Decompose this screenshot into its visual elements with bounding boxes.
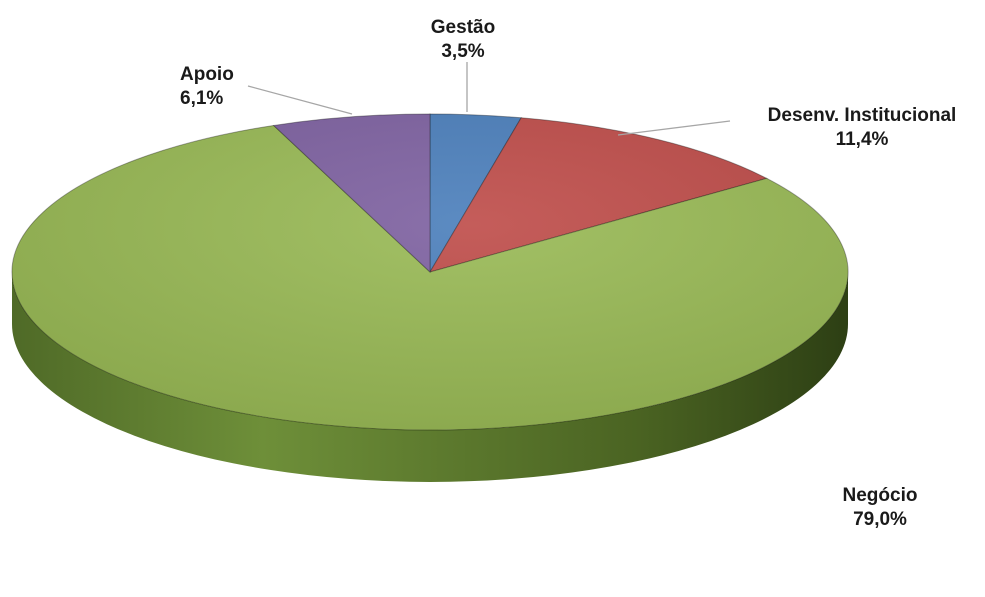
- leader-line-apoio: [247, 85, 353, 115]
- leader-line-desenv-institucional: [617, 120, 731, 136]
- slice-label-negocio: Negócio: [843, 485, 918, 506]
- slice-value-apoio: 6,1%: [180, 88, 223, 109]
- slice-value-gestao: 3,5%: [441, 41, 484, 62]
- pie-slices: [11, 113, 849, 431]
- slice-label-apoio: Apoio: [180, 64, 234, 85]
- leader-lines: [247, 62, 731, 136]
- slice-label-desenv-institucional: Desenv. Institucional: [768, 105, 957, 126]
- slice-value-negocio: 79,0%: [853, 509, 907, 530]
- slice-labels: Gestão 3,5% Desenv. Institucional 11,4% Negó…: [180, 17, 956, 530]
- slice-label-gestao: Gestão: [431, 17, 495, 38]
- slice-value-desenv-institucional: 11,4%: [836, 129, 889, 150]
